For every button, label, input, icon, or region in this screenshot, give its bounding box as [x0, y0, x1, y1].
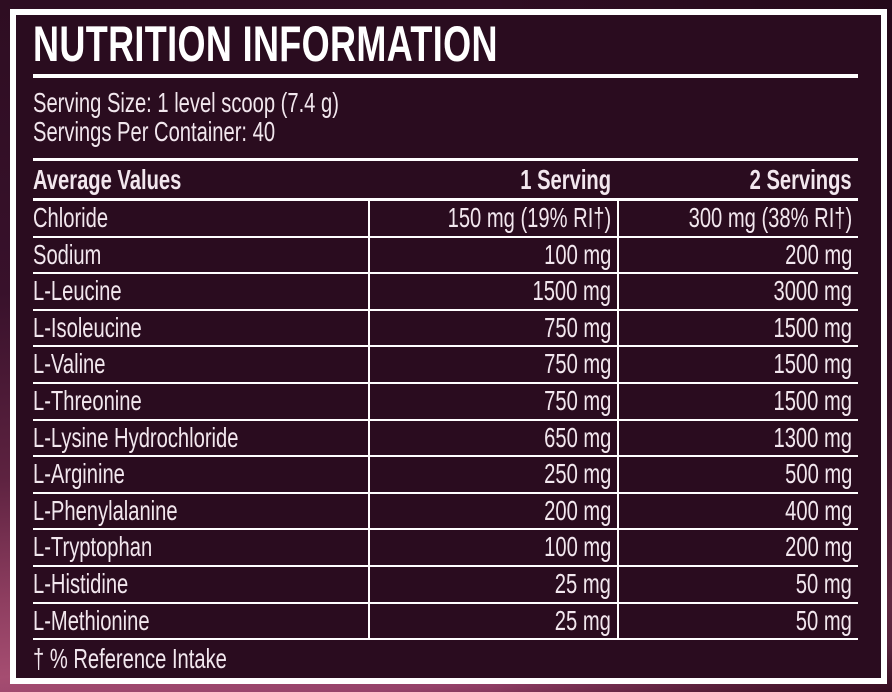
nutrient-name-cell: Sodium: [33, 238, 102, 270]
title-underline: [33, 74, 858, 78]
serving-2-value-cell: 3000 mg: [617, 274, 858, 309]
table-row: Chloride 150 mg (19% RI†) 300 mg (38% RI…: [33, 201, 858, 238]
serving-2-value-cell: 1500 mg: [617, 347, 858, 382]
serving-2-value-cell: 1500 mg: [617, 383, 858, 419]
serving-1-value-cell: 150 mg (19% RI†): [368, 201, 617, 236]
servings-per-container-text: Servings Per Container: 40: [33, 116, 276, 147]
nutrient-name-cell: L-Histidine: [33, 567, 129, 599]
nutrient-name-cell: L-Arginine: [33, 458, 125, 490]
table-row: L-Isoleucine 750 mg 1500 mg: [33, 310, 858, 348]
serving-2-value-cell: 1500 mg: [617, 310, 858, 346]
serving-2-value-cell: 50 mg: [617, 566, 858, 602]
serving-1-value-cell: 250 mg: [368, 457, 617, 492]
serving-1-value-cell: 750 mg: [368, 310, 617, 346]
serving-1-value-cell: 1500 mg: [368, 274, 617, 309]
serving-1-value-cell: 100 mg: [368, 237, 617, 273]
serving-2-value-cell: 400 mg: [617, 493, 858, 529]
nutrient-name-cell: L-Tryptophan: [33, 531, 153, 563]
table-header-row: Average Values 1 Serving 2 Servings: [33, 161, 858, 201]
serving-2-value-cell: 1300 mg: [617, 420, 858, 456]
serving-size-text: Serving Size: 1 level scoop (7.4 g): [33, 87, 339, 118]
serving-2-value-cell: 200 mg: [617, 237, 858, 273]
table-row: Sodium 100 mg 200 mg: [33, 237, 858, 275]
serving-1-value-cell: 200 mg: [368, 493, 617, 529]
table-row: L-Arginine 250 mg 500 mg: [33, 457, 858, 494]
nutrition-table: Average Values 1 Serving 2 Servings Chlo…: [33, 158, 858, 676]
serving-1-value-cell: 750 mg: [368, 383, 617, 419]
table-row: L-Tryptophan 100 mg 200 mg: [33, 530, 858, 567]
serving-2-value-cell: 50 mg: [617, 603, 858, 639]
nutrient-name-cell: L-Methionine: [33, 604, 150, 636]
serving-1-value-cell: 650 mg: [368, 420, 617, 456]
serving-info: Serving Size: 1 level scoop (7.4 g) Serv…: [33, 88, 858, 146]
table-row: L-Valine 750 mg 1500 mg: [33, 347, 858, 384]
serving-2-value-cell: 300 mg (38% RI†): [617, 201, 858, 236]
table-row: L-Threonine 750 mg 1500 mg: [33, 383, 858, 421]
table-row: L-Phenylalanine 200 mg 400 mg: [33, 493, 858, 531]
nutrient-name-cell: L-Leucine: [33, 275, 122, 307]
serving-size-line: Serving Size: 1 level scoop (7.4 g): [33, 88, 858, 117]
page-title-text: NUTRITION INFORMATION: [33, 16, 498, 72]
nutrition-label: NUTRITION INFORMATION Serving Size: 1 le…: [10, 9, 887, 684]
nutrient-name-cell: Chloride: [33, 202, 109, 233]
header-average-values: Average Values: [33, 164, 182, 195]
reference-intake-footnote: † % Reference Intake: [33, 643, 227, 675]
table-row: L-Leucine 1500 mg 3000 mg: [33, 274, 858, 311]
header-1-serving: 1 Serving: [520, 164, 611, 195]
nutrient-name-cell: L-Isoleucine: [33, 311, 142, 343]
table-row: L-Methionine 25 mg 50 mg: [33, 603, 858, 641]
table-row: L-Histidine 25 mg 50 mg: [33, 566, 858, 604]
servings-per-container-line: Servings Per Container: 40: [33, 117, 858, 146]
serving-1-value-cell: 750 mg: [368, 347, 617, 382]
serving-1-value-cell: 100 mg: [368, 530, 617, 565]
nutrient-name-cell: L-Phenylalanine: [33, 494, 178, 526]
serving-1-value-cell: 25 mg: [368, 603, 617, 639]
serving-2-value-cell: 500 mg: [617, 457, 858, 492]
table-row: L-Lysine Hydrochloride 650 mg 1300 mg: [33, 420, 858, 458]
nutrient-name-cell: L-Valine: [33, 348, 106, 380]
nutrient-name-cell: L-Threonine: [33, 384, 142, 416]
header-2-servings: 2 Servings: [750, 164, 852, 195]
serving-1-value-cell: 25 mg: [368, 566, 617, 602]
nutrient-name-cell: L-Lysine Hydrochloride: [33, 421, 239, 453]
page-title: NUTRITION INFORMATION: [33, 16, 858, 72]
serving-2-value-cell: 200 mg: [617, 530, 858, 565]
